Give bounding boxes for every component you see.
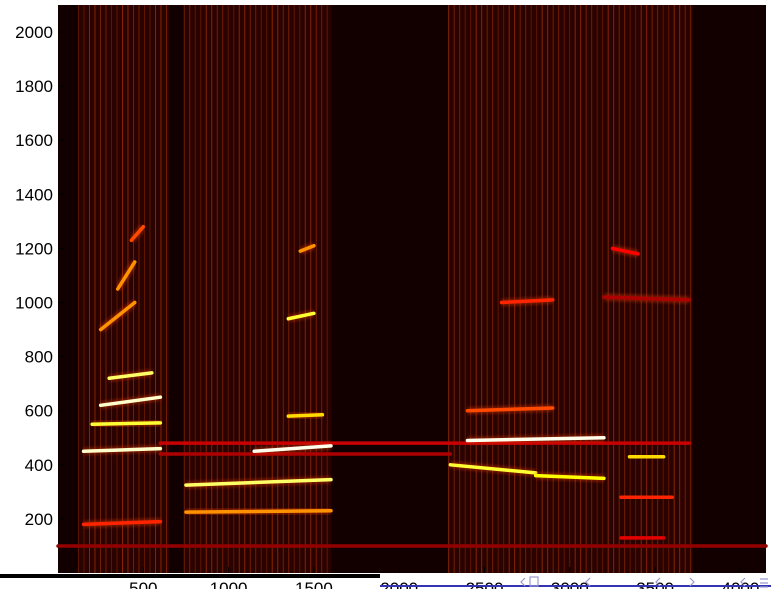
y-tick-label: 1800 <box>15 77 53 96</box>
x-tick-label: 3000 <box>551 579 589 589</box>
footer-bar <box>0 574 380 578</box>
x-tick-label: 2500 <box>466 579 504 589</box>
footer-line <box>380 585 771 587</box>
x-tick-label: 4000 <box>721 579 759 589</box>
y-tick-label: 1600 <box>15 131 53 150</box>
x-tick-label: 1000 <box>210 579 248 589</box>
x-tick-label: 1500 <box>295 579 333 589</box>
chart: 200 400 600 800 1000 1200 1400 1600 1800 2000 500 1… <box>0 0 771 589</box>
y-tick-label: 200 <box>25 510 53 529</box>
y-tick-label: 1400 <box>15 185 53 204</box>
y-tick-label: 1000 <box>15 294 53 313</box>
y-tick-label: 1200 <box>15 239 53 258</box>
segment <box>186 511 331 512</box>
frame-region <box>449 5 693 573</box>
page: {"chart_data": { "type": "heatmap", "xli… <box>0 0 771 589</box>
segment <box>92 423 160 424</box>
y-tick-label: 2000 <box>15 23 53 42</box>
x-tick-label: 2000 <box>380 579 418 589</box>
x-tick-label: 3500 <box>636 579 674 589</box>
y-tick-label: 600 <box>25 402 53 421</box>
y-tick-label: 800 <box>25 348 53 367</box>
y-tick-label: 400 <box>25 456 53 475</box>
x-tick-label: 500 <box>129 579 157 589</box>
segment <box>288 415 322 416</box>
